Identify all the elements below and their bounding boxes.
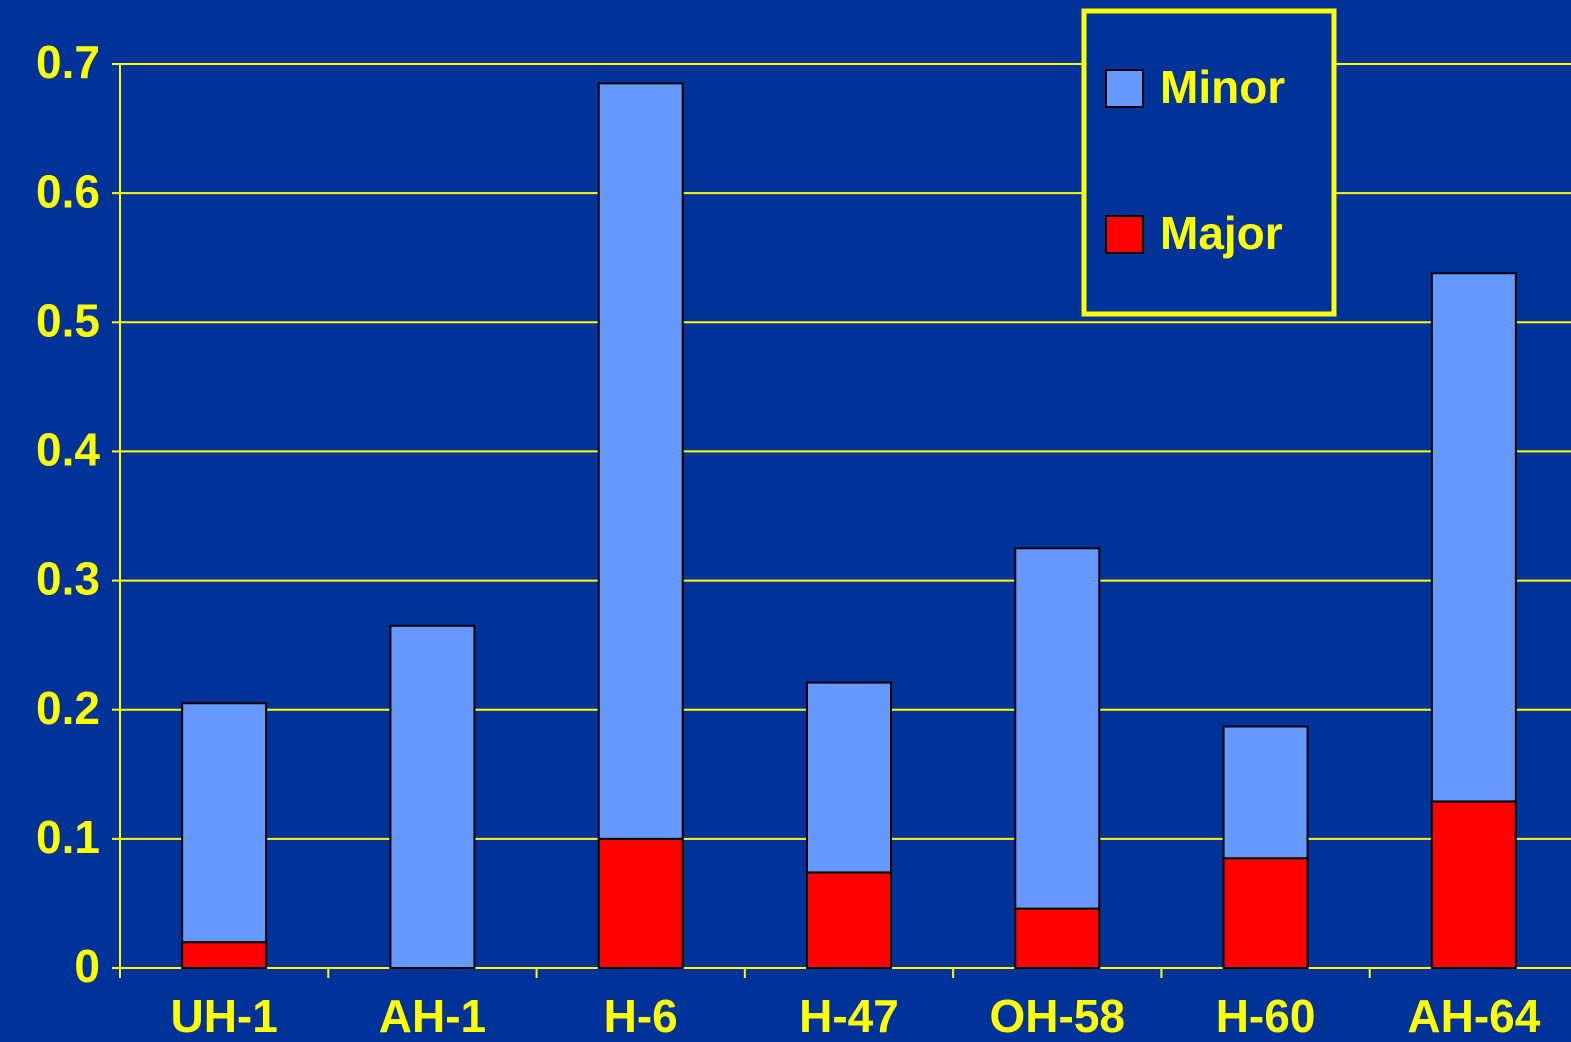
- legend-swatch: [1105, 215, 1144, 254]
- bar-segment: [1430, 272, 1517, 803]
- bar-segment: [1222, 857, 1309, 970]
- x-tick-label: AH-64: [1407, 990, 1540, 1042]
- y-tick-label: 0.2: [36, 682, 100, 734]
- y-tick-label: 0.4: [36, 424, 100, 476]
- x-tick-label: H-6: [604, 990, 678, 1042]
- y-tick-label: 0.1: [36, 811, 100, 863]
- legend-label: Major: [1160, 207, 1283, 259]
- y-tick-label: 0: [74, 940, 100, 992]
- bar-segment: [1014, 547, 1101, 910]
- x-tick-label: H-47: [799, 990, 899, 1042]
- bar-segment: [1430, 800, 1517, 969]
- bar-segment: [806, 681, 892, 874]
- legend-box: [1081, 8, 1337, 317]
- y-tick-label: 0.6: [36, 165, 100, 217]
- x-tick-label: OH-58: [990, 990, 1125, 1042]
- legend-label: Minor: [1160, 61, 1285, 113]
- bar-segment: [597, 82, 684, 840]
- bar-segment: [1014, 907, 1101, 970]
- bar-segment: [597, 837, 684, 969]
- bar-segment: [389, 624, 476, 969]
- bar-segment: [181, 702, 268, 944]
- y-tick-label: 0.5: [36, 294, 100, 346]
- y-tick-label: 0.3: [36, 553, 100, 605]
- bar-segment: [181, 941, 268, 970]
- x-tick-label: AH-1: [379, 990, 486, 1042]
- bar-segment: [1222, 725, 1309, 860]
- bar-segment: [806, 871, 892, 969]
- x-tick-label: H-60: [1216, 990, 1316, 1042]
- legend-swatch: [1105, 69, 1144, 108]
- x-tick-label: UH-1: [170, 990, 277, 1042]
- y-tick-label: 0.7: [36, 36, 100, 88]
